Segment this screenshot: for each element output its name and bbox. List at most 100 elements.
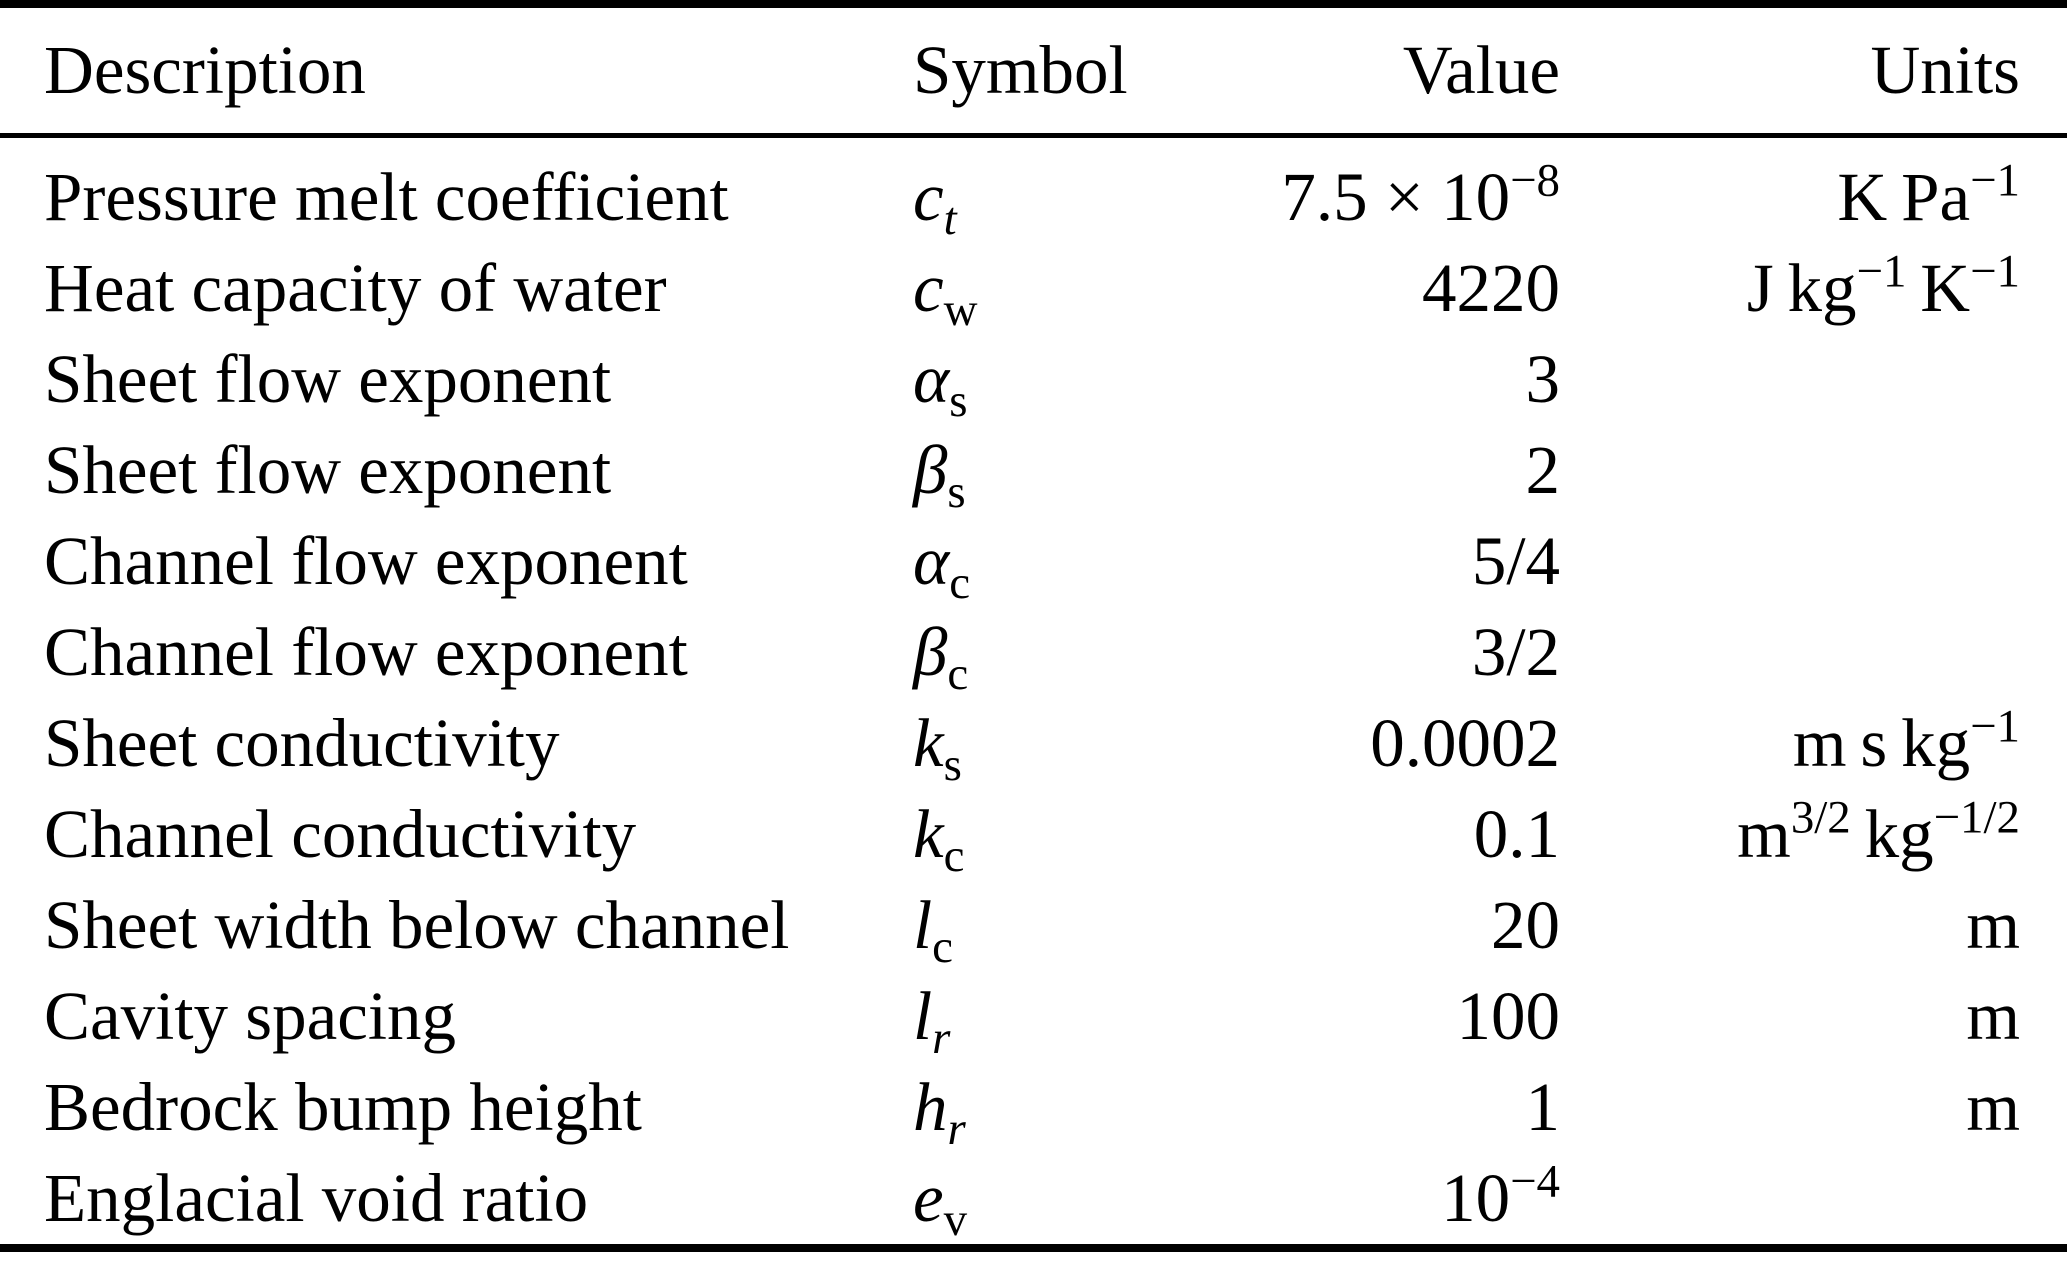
header-units: Units bbox=[1870, 32, 2020, 108]
cell-units: m bbox=[1560, 891, 2067, 960]
table-row: Channel conductivity kc 0.1 m3/2 kg−1/2 bbox=[0, 789, 2067, 880]
math-part: 0.0002 bbox=[1370, 705, 1560, 781]
cell-units: m bbox=[1560, 1073, 2067, 1142]
table-row: Sheet width below channel lc 20 m bbox=[0, 880, 2067, 971]
math-part: 2 bbox=[1525, 432, 1561, 508]
cell-value: 0.0002 bbox=[1215, 709, 1560, 778]
cell-value: 5/4 bbox=[1215, 527, 1560, 596]
table-row: Sheet flow exponent βs 2 bbox=[0, 425, 2067, 516]
cell-value: 2 bbox=[1215, 436, 1561, 505]
cell-description: Englacial void ratio bbox=[44, 1160, 589, 1236]
cell-symbol: lc bbox=[913, 891, 1215, 971]
table-header-row: Description Symbol Value Units bbox=[0, 8, 2067, 133]
cell-description: Sheet flow exponent bbox=[44, 432, 612, 508]
cell-symbol: αc bbox=[913, 527, 1215, 607]
cell-units: m3/2 kg−1/2 bbox=[1560, 794, 2067, 869]
math-part-i: c bbox=[913, 250, 944, 326]
cell-symbol: βc bbox=[913, 618, 1215, 698]
cell-value: 3/2 bbox=[1215, 618, 1560, 687]
cell-value: 3 bbox=[1215, 345, 1561, 414]
math-part-i: c bbox=[913, 159, 944, 235]
cell-symbol: lr bbox=[913, 982, 1215, 1062]
math-part-i: α bbox=[913, 341, 950, 417]
cell-units: m bbox=[1560, 982, 2067, 1051]
cell-symbol: αs bbox=[913, 345, 1215, 425]
math-part-sup: −1/2 bbox=[1933, 791, 2020, 844]
header-symbol: Symbol bbox=[913, 32, 1128, 108]
cell-value: 100 bbox=[1215, 982, 1561, 1051]
math-part-sup: −8 bbox=[1510, 154, 1560, 207]
math-part-sup: −1 bbox=[1970, 700, 2020, 753]
table-bottom-rule bbox=[0, 1244, 2067, 1252]
math-part-i: l bbox=[913, 978, 933, 1054]
math-part-sub: c bbox=[947, 648, 969, 701]
math-part-i: β bbox=[913, 614, 948, 690]
cell-units: J kg−1 K−1 bbox=[1560, 248, 2067, 323]
math-part-sub: s bbox=[949, 375, 968, 428]
cell-value: 4220 bbox=[1215, 254, 1560, 323]
cell-description: Cavity spacing bbox=[44, 978, 457, 1054]
math-part-sup: 3/2 bbox=[1790, 791, 1851, 844]
table-mid-rule bbox=[0, 133, 2067, 138]
cell-symbol: βs bbox=[913, 436, 1215, 516]
cell-description: Sheet flow exponent bbox=[44, 341, 612, 417]
math-part-sub: s bbox=[947, 466, 966, 519]
math-part: 100 bbox=[1456, 978, 1561, 1054]
cell-symbol: ks bbox=[913, 709, 1215, 789]
math-part-sub: c bbox=[949, 557, 971, 610]
math-part: m bbox=[1966, 978, 2020, 1054]
cell-symbol: cw bbox=[913, 254, 1215, 334]
math-part-i: h bbox=[913, 1069, 948, 1145]
table-row: Sheet flow exponent αs 3 bbox=[0, 334, 2067, 425]
math-part: m bbox=[1966, 887, 2020, 963]
cell-description: Bedrock bump height bbox=[44, 1069, 642, 1145]
cell-units: K Pa−1 bbox=[1560, 157, 2067, 232]
math-part: m bbox=[1966, 1069, 2020, 1145]
math-part: 3/2 bbox=[1471, 614, 1560, 690]
cell-description: Sheet conductivity bbox=[44, 705, 560, 781]
math-part: K Pa bbox=[1837, 159, 1971, 235]
table-body: Pressure melt coefficient ct 7.5 × 10−8 … bbox=[0, 138, 2067, 1244]
cell-description: Pressure melt coefficient bbox=[44, 159, 729, 235]
cell-symbol: ev bbox=[913, 1164, 1215, 1244]
cell-value: 10−4 bbox=[1215, 1158, 1560, 1233]
cell-value: 7.5 × 10−8 bbox=[1215, 157, 1560, 232]
math-part-i: l bbox=[913, 887, 933, 963]
math-part-sub: c bbox=[932, 921, 953, 974]
header-description: Description bbox=[44, 32, 366, 108]
math-part-sup: −4 bbox=[1510, 1155, 1560, 1208]
math-part-i: β bbox=[913, 432, 948, 508]
math-part: 4220 bbox=[1422, 250, 1560, 326]
table-row: Heat capacity of water cw 4220 J kg−1 K−… bbox=[0, 243, 2067, 334]
cell-value: 20 bbox=[1215, 891, 1560, 960]
cell-value: 0.1 bbox=[1215, 800, 1560, 869]
math-part-i: α bbox=[913, 523, 950, 599]
math-part: 20 bbox=[1491, 887, 1560, 963]
math-part-i: e bbox=[913, 1160, 944, 1236]
math-part: m s kg bbox=[1792, 705, 1971, 781]
math-part-isub: r bbox=[947, 1103, 966, 1156]
cell-symbol: kc bbox=[913, 800, 1215, 880]
table-row: Pressure melt coefficient ct 7.5 × 10−8 … bbox=[0, 152, 2067, 243]
math-part-i: k bbox=[913, 705, 944, 781]
cell-units: m s kg−1 bbox=[1560, 703, 2067, 778]
math-part-sup: −1 bbox=[1970, 154, 2020, 207]
table-row: Cavity spacing lr 100 m bbox=[0, 971, 2067, 1062]
table-row: Channel flow exponent βc 3/2 bbox=[0, 607, 2067, 698]
table-row: Channel flow exponent αc 5/4 bbox=[0, 516, 2067, 607]
math-part: 7.5 × 10 bbox=[1281, 159, 1511, 235]
cell-description: Channel conductivity bbox=[44, 796, 637, 872]
cell-description: Channel flow exponent bbox=[44, 614, 688, 690]
cell-value: 1 bbox=[1215, 1073, 1561, 1142]
math-part-isub: r bbox=[932, 1012, 951, 1065]
math-part-isub: t bbox=[943, 193, 957, 246]
table-row: Sheet conductivity ks 0.0002 m s kg−1 bbox=[0, 698, 2067, 789]
math-part: 10 bbox=[1441, 1160, 1511, 1236]
math-part: 1 bbox=[1525, 1069, 1561, 1145]
math-part-sub: s bbox=[943, 739, 962, 792]
cell-symbol: hr bbox=[913, 1073, 1215, 1153]
math-part: m bbox=[1737, 796, 1791, 872]
table-row: Bedrock bump height hr 1 m bbox=[0, 1062, 2067, 1153]
math-part: 0.1 bbox=[1473, 796, 1560, 872]
